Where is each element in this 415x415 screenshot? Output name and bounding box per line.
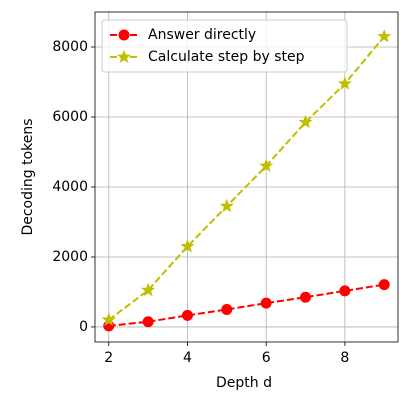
data-point xyxy=(337,76,352,90)
data-point xyxy=(260,297,272,309)
legend-label: Answer directly xyxy=(148,27,256,43)
x-tick-label: 8 xyxy=(340,350,349,366)
legend-marker xyxy=(118,29,130,41)
x-tick-label: 2 xyxy=(104,350,113,366)
y-tick-label: 0 xyxy=(79,319,88,335)
data-point xyxy=(181,309,193,321)
plot-frame xyxy=(94,11,399,343)
data-point xyxy=(180,239,195,253)
data-point xyxy=(141,282,156,297)
y-tick-label: 8000 xyxy=(52,39,88,55)
x-axis-label: Depth d xyxy=(216,375,272,391)
data-point xyxy=(378,279,390,291)
legend-label: Calculate step by step xyxy=(148,49,305,65)
y-tick-label: 2000 xyxy=(52,249,88,265)
y-tick-label: 6000 xyxy=(52,109,88,125)
data-point xyxy=(142,316,154,328)
data-point xyxy=(221,303,233,315)
legend-marker xyxy=(116,49,132,64)
x-tick-label: 6 xyxy=(262,350,271,366)
series-line xyxy=(108,283,385,327)
series-line xyxy=(108,35,385,321)
data-point xyxy=(377,29,392,43)
data-point xyxy=(339,285,351,297)
y-axis-label: Decoding tokens xyxy=(20,118,36,235)
data-point xyxy=(219,198,234,213)
data-point xyxy=(300,291,312,303)
data-point xyxy=(101,312,116,326)
x-tick-label: 4 xyxy=(183,350,192,366)
legend-box xyxy=(101,19,348,73)
data-point xyxy=(259,158,274,172)
y-tick-label: 4000 xyxy=(52,179,88,195)
data-point xyxy=(298,114,313,129)
